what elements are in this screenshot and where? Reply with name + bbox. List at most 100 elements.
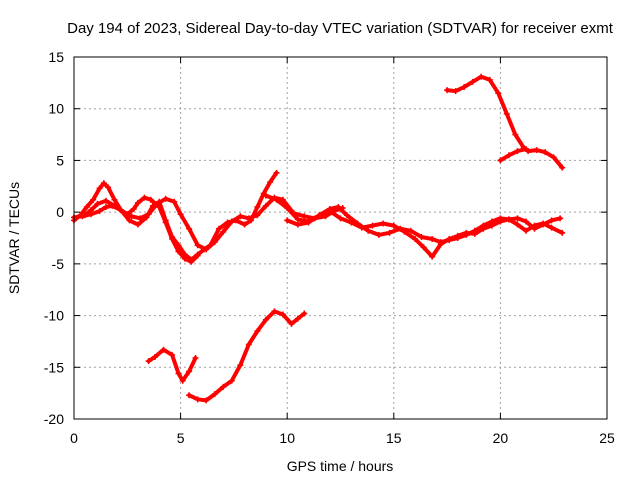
data-point	[262, 316, 269, 323]
data-point	[531, 222, 538, 229]
data-point	[105, 184, 112, 191]
x-tick-label: 0	[70, 430, 78, 446]
series-arc5	[284, 203, 566, 246]
data-point	[220, 228, 227, 235]
data-point	[437, 239, 444, 246]
x-tick-label: 10	[279, 430, 295, 446]
data-point	[194, 396, 201, 403]
data-point	[429, 236, 436, 243]
data-point	[326, 206, 333, 213]
data-marks	[71, 73, 566, 404]
data-point	[237, 213, 244, 220]
data-point	[512, 131, 519, 138]
data-point	[503, 110, 510, 117]
data-point	[203, 397, 210, 404]
data-point	[154, 200, 161, 207]
data-point	[81, 212, 88, 219]
data-point	[337, 215, 344, 222]
data-point	[128, 213, 135, 220]
data-point	[96, 185, 103, 192]
data-point	[316, 212, 323, 219]
series-arc6	[444, 73, 566, 171]
data-point	[96, 208, 103, 215]
chart-title: Day 194 of 2023, Sidereal Day-to-day VTE…	[67, 20, 614, 37]
data-point	[386, 229, 393, 236]
data-point	[548, 224, 555, 231]
data-point	[486, 76, 493, 83]
data-point	[533, 147, 540, 154]
data-point	[102, 197, 109, 204]
data-point	[145, 358, 152, 365]
data-point	[365, 227, 372, 234]
data-point	[540, 220, 547, 227]
data-point	[461, 83, 468, 90]
data-point	[454, 235, 461, 241]
data-point	[301, 213, 308, 220]
data-point	[444, 87, 451, 94]
data-point	[522, 146, 529, 153]
data-point	[495, 90, 502, 97]
data-point	[497, 157, 504, 164]
data-point	[471, 227, 478, 234]
plot-frame	[73, 56, 608, 420]
data-point	[254, 203, 261, 210]
y-tick-label: -5	[52, 256, 65, 272]
data-point	[186, 225, 193, 232]
data-point	[130, 206, 137, 213]
data-point	[284, 217, 291, 224]
data-point	[514, 148, 521, 155]
x-tick-label: 25	[599, 430, 615, 446]
data-point	[228, 218, 235, 225]
data-point	[542, 149, 549, 156]
data-point	[420, 244, 427, 251]
x-tick-label: 5	[177, 430, 185, 446]
data-point	[557, 215, 564, 222]
data-point	[162, 195, 169, 202]
data-point	[194, 251, 201, 258]
data-point	[505, 216, 512, 223]
data-point	[343, 212, 350, 219]
data-point	[301, 310, 308, 317]
data-point	[186, 368, 193, 375]
data-point	[83, 203, 90, 210]
data-point	[145, 211, 152, 218]
data-point	[452, 88, 459, 95]
series-arc9	[186, 308, 308, 404]
data-point	[186, 392, 193, 399]
data-point	[294, 216, 301, 223]
data-point	[194, 242, 201, 249]
series-trace	[498, 147, 528, 163]
data-point	[354, 220, 361, 227]
data-point	[294, 221, 301, 228]
data-point	[273, 169, 280, 176]
data-point	[559, 164, 566, 171]
data-point	[152, 353, 159, 360]
data-point	[273, 196, 280, 203]
data-point	[294, 315, 301, 322]
data-point	[548, 217, 555, 224]
data-point	[175, 242, 182, 249]
data-point	[211, 239, 218, 246]
data-point	[245, 215, 252, 222]
data-point	[375, 231, 382, 238]
data-point	[211, 391, 218, 398]
data-point	[284, 205, 291, 212]
data-point	[215, 225, 222, 232]
data-point	[412, 236, 419, 243]
data-point	[120, 209, 127, 216]
data-point	[111, 196, 118, 203]
data-point	[522, 227, 529, 234]
x-axis-label: GPS time / hours	[287, 458, 394, 474]
y-tick-label: 15	[48, 49, 64, 65]
data-point	[241, 221, 248, 228]
data-point	[175, 370, 182, 377]
data-point	[160, 346, 167, 353]
data-point	[94, 200, 101, 207]
data-point	[279, 311, 286, 318]
data-point	[397, 225, 404, 232]
y-tick-label: -15	[44, 359, 64, 375]
data-point	[559, 229, 566, 236]
data-point	[497, 215, 504, 222]
data-point	[162, 217, 169, 224]
